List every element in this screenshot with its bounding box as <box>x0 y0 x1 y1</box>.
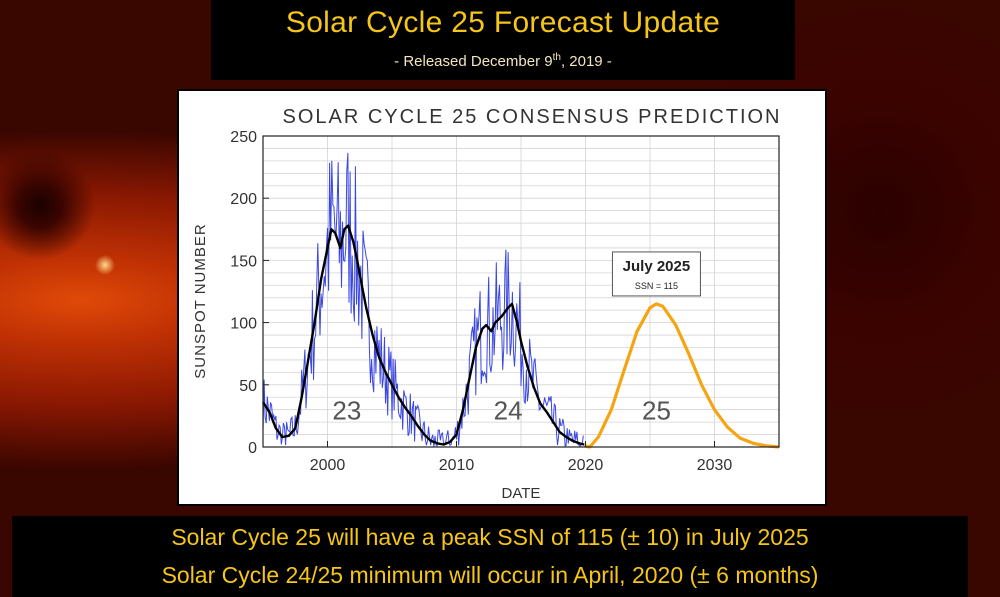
y-tick-label: 100 <box>230 316 257 333</box>
y-tick-label: 0 <box>248 440 257 457</box>
x-tick-label: 2000 <box>310 457 346 474</box>
annotation-text: SSN = 115 <box>635 281 678 291</box>
summary-banner: Solar Cycle 25 will have a peak SSN of 1… <box>12 516 968 597</box>
title-banner: Solar Cycle 25 Forecast Update - Release… <box>211 0 795 80</box>
axes: 0 50 100 150 200 250 2000 2010 2020 2030 <box>230 129 732 474</box>
cycle-number-label: 23 <box>332 396 361 426</box>
x-axis-label: DATE <box>502 485 541 502</box>
page-title: Solar Cycle 25 Forecast Update <box>285 6 721 39</box>
subtitle-suffix: , 2019 - <box>560 53 612 70</box>
annotation-box <box>611 251 701 297</box>
smoothed-sunspot-line <box>261 224 585 446</box>
plot-frame <box>262 135 780 448</box>
series-layer <box>261 152 780 449</box>
grid <box>263 136 779 447</box>
y-tick-label: 150 <box>230 253 257 270</box>
monthly-sunspot-line <box>262 152 584 448</box>
y-axis-label: SUNSPOT NUMBER <box>192 223 209 378</box>
chart-title: SOLAR CYCLE 25 CONSENSUS PREDICTION <box>283 106 782 128</box>
y-tick-label: 50 <box>239 378 257 395</box>
cycle-25-prediction-line <box>583 302 780 449</box>
annotation-title: July 2025 <box>623 258 691 275</box>
x-tick-label: 2030 <box>697 457 733 474</box>
release-date-subtitle: - Released December 9th, 2019 - <box>211 52 795 70</box>
cycle-number-label: 25 <box>642 396 671 426</box>
minimum-forecast-text: Solar Cycle 24/25 minimum will occur in … <box>161 562 819 588</box>
y-tick-label: 250 <box>230 129 257 146</box>
cycle-number-label: 24 <box>494 396 523 426</box>
peak-annotation: July 2025 SSN = 115 <box>611 251 701 297</box>
sunspot-chart: 0 50 100 150 200 250 2000 2010 2020 2030 SOLAR CY… <box>192 106 782 502</box>
chart-panel: 0 50 100 150 200 250 2000 2010 2020 2030 SOLAR CY… <box>177 89 827 506</box>
y-tick-label: 200 <box>230 191 257 208</box>
x-tick-label: 2020 <box>568 457 604 474</box>
subtitle-superscript: th <box>552 52 561 63</box>
x-tick-label: 2010 <box>439 457 475 474</box>
cycle-labels: 23 24 25 <box>332 396 671 426</box>
peak-forecast-text: Solar Cycle 25 will have a peak SSN of 1… <box>171 524 809 550</box>
subtitle-prefix: - Released December 9 <box>394 53 553 70</box>
